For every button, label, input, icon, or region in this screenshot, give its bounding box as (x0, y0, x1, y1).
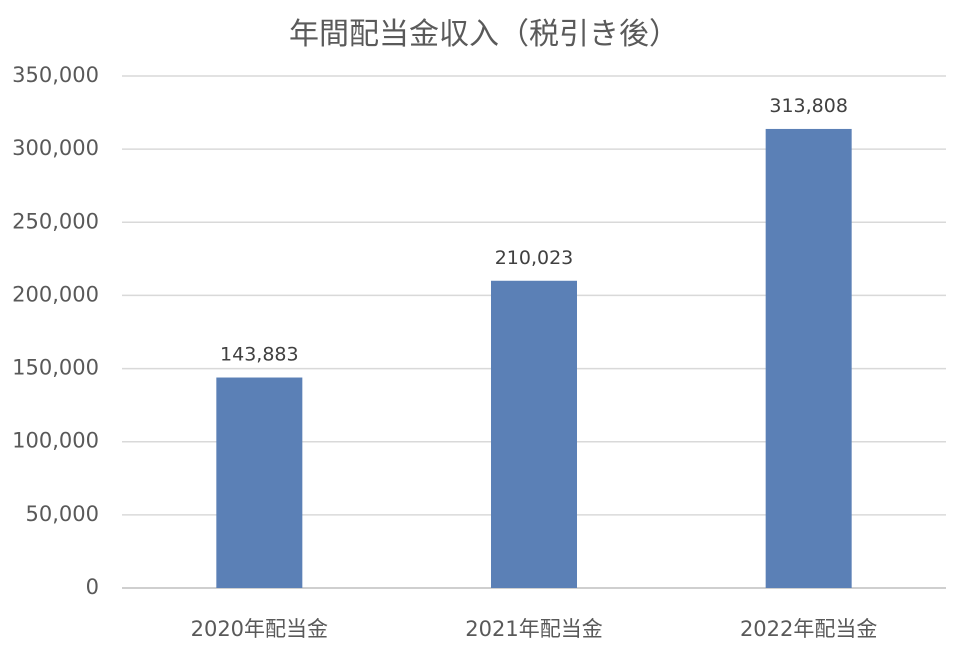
x-tick-label: 2021年配当金 (465, 617, 602, 641)
y-tick-label: 50,000 (26, 502, 99, 526)
y-tick-label: 150,000 (12, 356, 99, 380)
data-label: 143,883 (220, 344, 299, 366)
y-tick-label: 0 (86, 575, 99, 599)
x-tick-label: 2020年配当金 (191, 617, 328, 641)
chart-title: 年間配当金収入（税引き後） (289, 17, 679, 52)
y-tick-label: 200,000 (12, 282, 99, 306)
bar (216, 377, 303, 588)
y-tick-label: 350,000 (12, 63, 99, 87)
bar (765, 128, 852, 588)
bar (491, 280, 577, 588)
x-axis-tick-labels: 2020年配当金 2021年配当金 2022年配当金 (191, 617, 878, 641)
x-tick-label: 2022年配当金 (740, 617, 877, 641)
data-label: 313,808 (769, 95, 848, 117)
y-tick-label: 300,000 (12, 136, 99, 160)
y-tick-label: 250,000 (12, 209, 99, 233)
data-label: 210,023 (495, 247, 574, 269)
y-tick-label: 100,000 (12, 429, 99, 453)
y-axis-tick-labels: 0 50,000 100,000 150,000 200,000 250,000 300,0… (12, 63, 99, 599)
data-labels: 143,883 210,023 313,808 (220, 95, 848, 366)
bars (216, 128, 852, 588)
